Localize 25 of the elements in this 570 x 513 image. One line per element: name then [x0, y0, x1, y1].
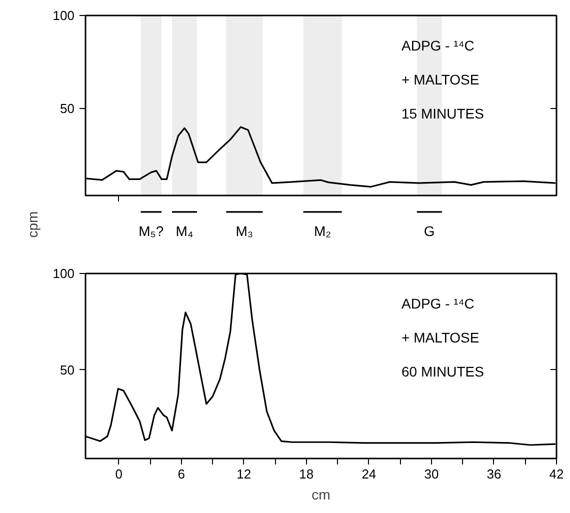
x-tick-label: 6 — [178, 466, 185, 482]
legend-label: G — [424, 222, 435, 239]
x-axis-title: cm — [312, 486, 330, 502]
y-tick-label: 50 — [60, 362, 75, 378]
y-tick-label: 100 — [52, 266, 75, 281]
x-tick-label: 24 — [362, 466, 376, 482]
x-tick-label: 30 — [424, 466, 439, 482]
y-tick-label: 100 — [52, 8, 75, 23]
legend-label: M₂ — [314, 222, 332, 239]
x-tick-label: 0 — [115, 466, 122, 482]
x-tick-label: 12 — [236, 466, 252, 482]
x-tick-label: 18 — [299, 466, 314, 482]
y-axis-title: cpm — [24, 211, 40, 238]
legend-label: M₄ — [176, 222, 194, 239]
annotation: 60 MINUTES — [402, 364, 484, 380]
y-tick-label: 50 — [60, 100, 75, 116]
annotation: ADPG - ¹⁴C — [402, 38, 474, 54]
x-tick-label: 42 — [549, 466, 564, 482]
x-tick-label: 36 — [486, 466, 502, 482]
annotation: ADPG - ¹⁴C — [402, 296, 474, 312]
legend-label: M₃ — [236, 222, 254, 239]
annotation: + MALTOSE — [402, 72, 480, 88]
annotation: 15 MINUTES — [402, 106, 484, 122]
legend-label: M₅? — [138, 222, 164, 239]
annotation: + MALTOSE — [402, 330, 480, 346]
